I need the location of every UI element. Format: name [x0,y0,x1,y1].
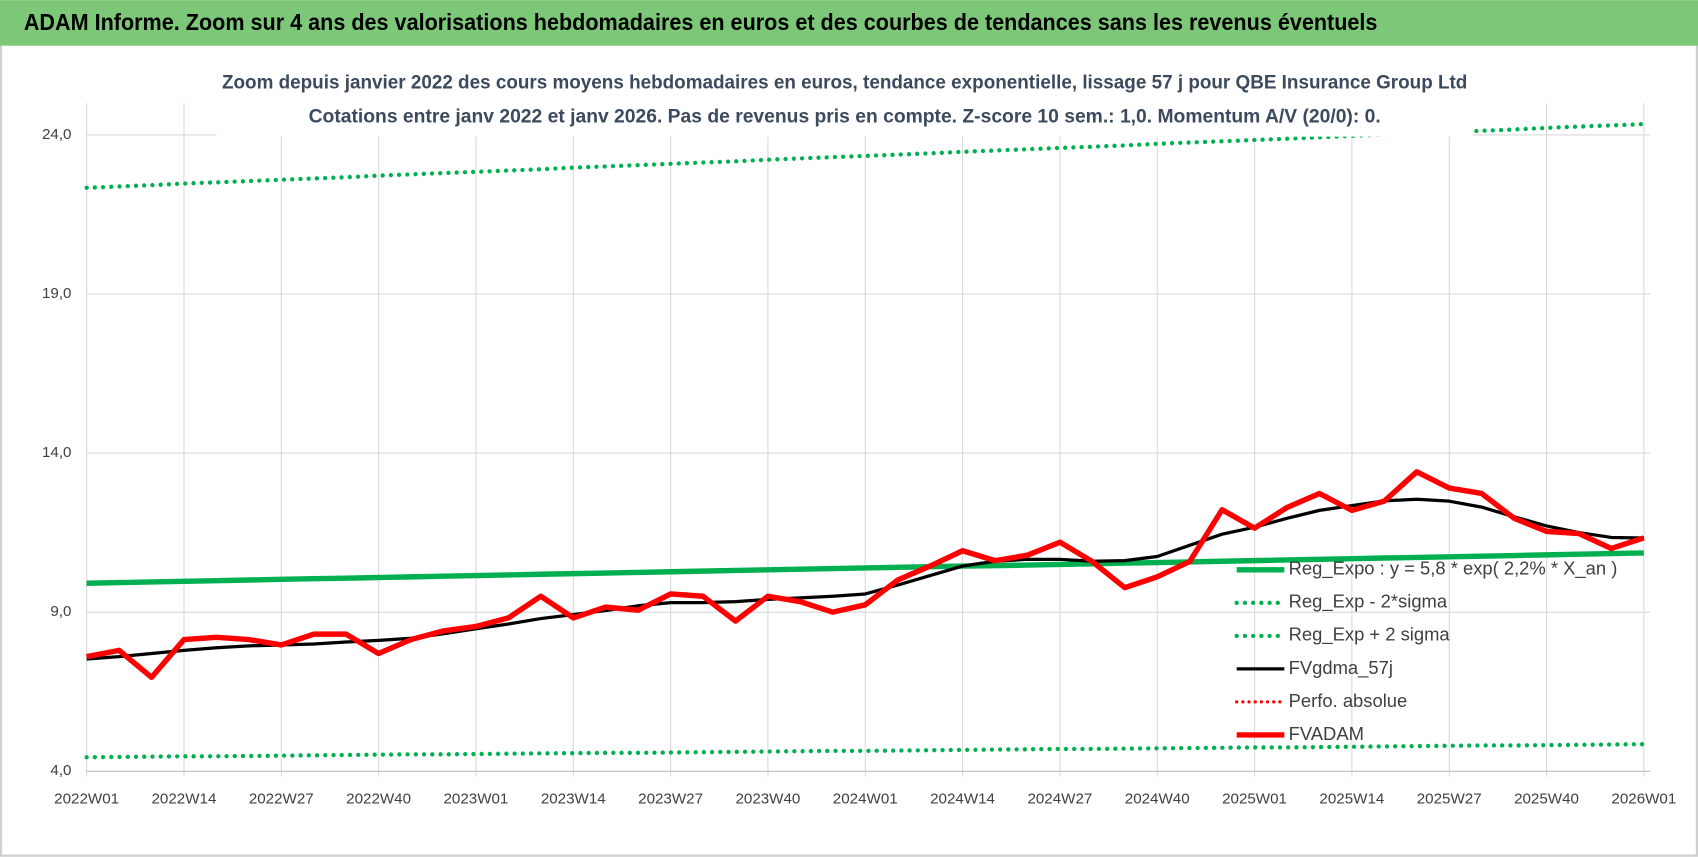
x-tick-label: 2023W27 [638,790,703,807]
x-tick-label: 2026W01 [1611,790,1676,807]
legend-label: Perfo. absolue [1289,690,1408,711]
legend-label: FVADAM [1289,723,1364,744]
series-line [86,550,1644,586]
x-tick-label: 2024W40 [1125,790,1190,807]
x-tick-label: 2023W01 [443,790,508,807]
x-tick-label: 2025W14 [1319,790,1384,807]
x-tick-label: 2022W27 [249,790,314,807]
x-tick-label: 2022W01 [54,790,119,807]
x-tick-label: 2022W40 [346,790,411,807]
x-tick-label: 2024W14 [930,790,995,807]
y-tick-label: 19,0 [42,285,72,302]
banner [0,0,1698,46]
legend-label: Reg_Exp + 2 sigma [1289,624,1451,646]
legend-label: FVgdma_57j [1289,657,1393,679]
y-tick-label: 4,0 [50,762,71,779]
x-tick-label: 2024W01 [833,790,898,807]
chart-title: Zoom depuis janvier 2022 des cours moyen… [222,72,1467,94]
legend-label: Reg_Exp - 2*sigma [1289,591,1448,613]
x-tick-label: 2025W01 [1222,790,1287,807]
x-tick-label: 2023W14 [541,790,606,807]
x-tick-label: 2025W27 [1417,790,1482,807]
x-tick-label: 2024W27 [1027,790,1092,807]
legend-label: Reg_Expo : y = 5,8 * exp( 2,2% * X_an ) [1289,558,1618,580]
y-tick-label: 14,0 [42,444,72,461]
series-line [86,469,1645,681]
banner-title: ADAM Informe. Zoom sur 4 ans des valoris… [24,9,1378,35]
y-tick-label: 9,0 [50,603,71,620]
legend: Reg_Expo : y = 5,8 * exp( 2,2% * X_an ) R… [1234,558,1618,744]
chart-subtitle: Cotations entre janv 2022 et janv 2026. … [309,105,1381,127]
title-box [216,63,1473,137]
x-tick-label: 2023W40 [735,790,800,807]
x-tick-label: 2022W14 [152,790,217,807]
x-tick-label: 2025W40 [1514,790,1579,807]
y-tick-label: 24,0 [42,126,72,143]
